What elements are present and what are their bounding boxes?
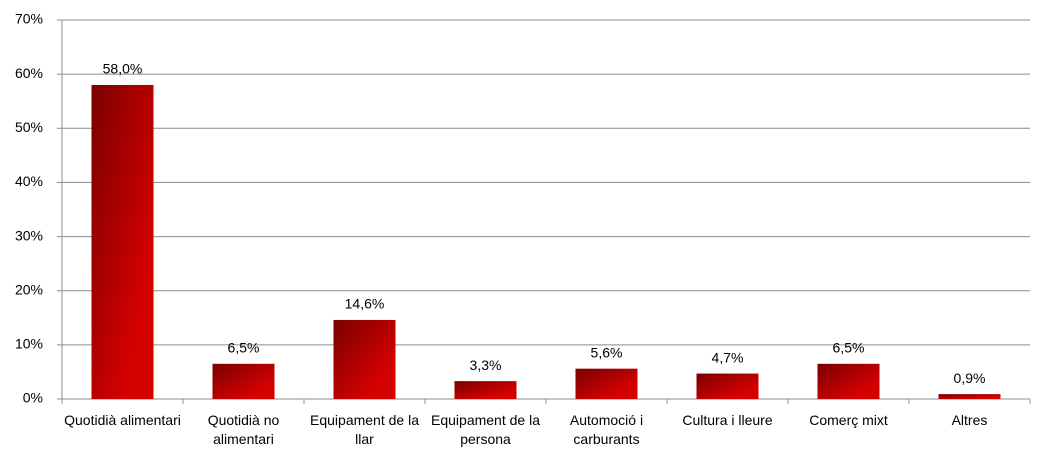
y-tick-label: 30% [15, 227, 43, 243]
bar [938, 394, 1001, 399]
y-tick-label: 10% [15, 336, 43, 352]
value-label: 0,9% [954, 370, 986, 386]
x-tick-label: Equipament de la llar [310, 412, 419, 447]
y-tick-label: 40% [15, 173, 43, 189]
bar [817, 363, 880, 399]
value-label: 6,5% [228, 340, 260, 356]
value-label: 5,6% [591, 344, 623, 360]
value-label: 4,7% [712, 349, 744, 365]
x-tick-label: Altres [951, 412, 988, 428]
x-tick-label: Quotidià alimentari [64, 412, 181, 428]
bar [454, 381, 517, 399]
y-tick-label: 70% [15, 11, 43, 27]
bar [575, 368, 638, 399]
y-tick-label: 60% [15, 65, 43, 81]
value-label: 6,5% [833, 340, 865, 356]
y-tick-label: 50% [15, 119, 43, 135]
x-tick-label: Equipament de la persona [431, 412, 540, 447]
y-tick-label: 20% [15, 281, 43, 297]
x-tick-label: Quotidià no alimentari [207, 412, 280, 447]
x-tick-label: Automoció i carburants [569, 412, 644, 447]
x-tick-label: Cultura i lleure [682, 412, 773, 428]
value-label: 58,0% [103, 61, 143, 77]
x-tick-label: Comerç mixt [809, 412, 888, 428]
bar [696, 373, 759, 399]
bar [212, 363, 275, 399]
value-label: 3,3% [470, 357, 502, 373]
value-label: 14,6% [345, 296, 385, 312]
y-tick-label: 0% [23, 390, 43, 406]
bar [91, 84, 154, 399]
bar [333, 319, 396, 399]
